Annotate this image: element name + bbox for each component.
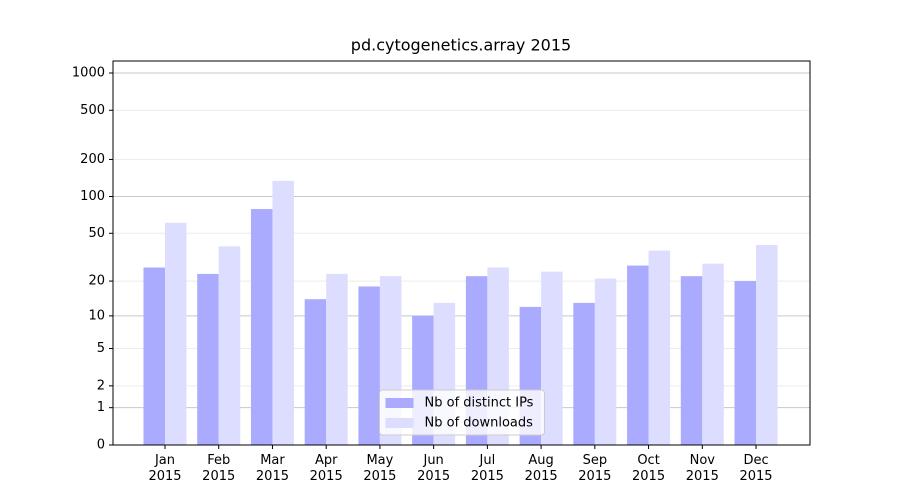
x-tick-label: Jun 2015	[417, 453, 451, 484]
y-tick-label: 1	[97, 400, 105, 415]
x-tick-label: May 2015	[363, 453, 397, 484]
bar	[272, 180, 294, 445]
bar	[165, 222, 187, 445]
y-tick-label: 50	[88, 226, 105, 241]
chart-title: pd.cytogenetics.array 2015	[351, 36, 571, 55]
bar	[702, 263, 724, 445]
x-tick-label: Mar 2015	[255, 453, 289, 484]
x-tick-label: Jul 2015	[470, 453, 504, 484]
y-tick-label: 1000	[72, 66, 105, 81]
bar	[734, 281, 757, 445]
plot-frame	[112, 60, 811, 446]
legend: Nb of distinct IPs Nb of downloads	[379, 389, 545, 436]
x-tick-label: Apr 2015	[309, 453, 343, 484]
y-tick-label: 200	[80, 152, 105, 167]
y-tick-label: 2	[97, 378, 105, 393]
bar	[541, 271, 563, 445]
x-tick-label: Sep 2015	[578, 453, 612, 484]
bar	[648, 250, 671, 445]
x-tick-label: Oct 2015	[632, 453, 666, 484]
legend-swatch	[385, 398, 414, 408]
legend-label: Nb of distinct IPs	[425, 396, 534, 411]
bar	[627, 265, 649, 445]
bar	[197, 273, 219, 445]
x-tick-label: Jan 2015	[148, 453, 182, 484]
x-tick-label: Aug 2015	[524, 453, 558, 484]
bar	[573, 302, 595, 445]
bar	[756, 245, 778, 445]
bar	[218, 246, 241, 445]
legend-swatch	[385, 418, 414, 428]
y-tick-label: 100	[80, 189, 105, 204]
y-tick-label: 10	[88, 308, 105, 323]
y-tick-label: 20	[88, 274, 105, 289]
y-tick-label: 5	[97, 341, 105, 356]
bar	[250, 209, 273, 445]
bar	[358, 286, 380, 445]
bar	[326, 273, 348, 445]
bar	[594, 278, 617, 445]
legend-box	[379, 389, 545, 436]
x-tick-label: Dec 2015	[739, 453, 773, 484]
bar	[304, 299, 327, 445]
bar	[680, 276, 703, 445]
legend-label: Nb of downloads	[425, 416, 534, 431]
x-tick-label: Nov 2015	[685, 453, 719, 484]
x-tick-label: Feb 2015	[202, 453, 236, 484]
bar	[143, 267, 165, 445]
y-tick-label: 500	[80, 103, 105, 118]
y-tick-label: 0	[97, 438, 105, 453]
